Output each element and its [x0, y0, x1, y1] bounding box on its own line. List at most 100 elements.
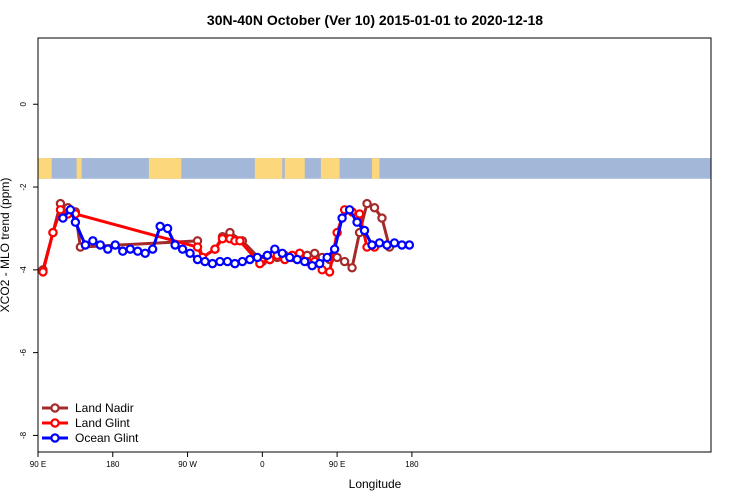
data-point — [210, 244, 220, 254]
data-point — [55, 205, 66, 215]
data-point — [222, 256, 233, 267]
data-point — [359, 225, 370, 236]
y-tick-label: -2 — [19, 183, 28, 191]
x-tick-label: 90 W — [178, 460, 197, 469]
data-point — [285, 252, 295, 263]
data-point — [133, 246, 143, 256]
data-point — [324, 267, 335, 277]
data-point — [207, 258, 218, 269]
data-point — [332, 252, 342, 263]
x-tick-label: 90 E — [329, 460, 345, 469]
map-land — [284, 158, 305, 179]
data-point — [80, 240, 91, 250]
y-tick-label: -4 — [19, 266, 28, 274]
data-point — [307, 261, 317, 271]
data-point — [170, 240, 180, 250]
data-point — [292, 254, 302, 265]
legend-label: Land Glint — [75, 416, 130, 430]
x-tick-label: 0 — [260, 460, 265, 469]
data-point — [185, 248, 195, 258]
data-point — [192, 242, 203, 252]
x-axis: 90 E 180 90 W 0 90 E 180 — [30, 452, 419, 469]
x-tick-label: 180 — [405, 460, 419, 469]
data-point — [237, 256, 248, 267]
data-point — [125, 244, 135, 254]
map-land — [372, 158, 380, 179]
x-tick-label: 180 — [106, 460, 120, 469]
data-point — [339, 256, 350, 267]
data-point — [397, 240, 407, 250]
x-tick-label: 90 E — [30, 460, 46, 469]
legend-item: Land Glint — [42, 416, 130, 430]
data-point — [347, 263, 357, 273]
data-point — [70, 217, 81, 227]
data-point — [404, 240, 415, 250]
data-point — [58, 213, 68, 223]
legend-item: Ocean Glint — [42, 431, 139, 445]
legend-label: Land Nadir — [75, 401, 134, 415]
data-point — [38, 267, 48, 277]
data-point — [377, 213, 387, 223]
plot-series — [38, 198, 415, 277]
data-point — [344, 205, 355, 215]
map-land — [76, 158, 82, 179]
legend-item: Land Nadir — [42, 401, 134, 415]
world-map-band — [38, 158, 711, 179]
data-point — [118, 246, 128, 256]
data-point — [270, 244, 280, 254]
data-point — [140, 248, 150, 258]
data-point — [369, 203, 380, 213]
data-point — [314, 258, 325, 269]
data-point — [322, 252, 332, 263]
data-point — [230, 258, 240, 269]
y-axis-label: XCO2 - MLO trend (ppm) — [0, 178, 12, 313]
data-point — [235, 236, 245, 246]
plot-frame — [37, 37, 712, 453]
data-point — [352, 217, 362, 227]
data-point — [162, 223, 173, 234]
data-point — [110, 240, 120, 250]
data-point — [389, 238, 400, 248]
data-point — [382, 240, 392, 250]
map-land — [38, 158, 52, 179]
data-point — [354, 209, 365, 219]
data-point — [309, 248, 320, 258]
data-point — [177, 244, 188, 254]
x-axis-label: Longitude — [349, 477, 402, 491]
series-ocean-glint — [58, 205, 415, 271]
y-tick-label: -6 — [19, 349, 28, 357]
chart-title: 30N-40N October (Ver 10) 2015-01-01 to 2… — [207, 12, 543, 28]
map-land — [320, 158, 340, 179]
data-point — [155, 221, 165, 232]
data-point — [367, 240, 377, 250]
data-point — [277, 248, 287, 258]
legend-marker — [50, 433, 60, 443]
legend-marker — [50, 418, 60, 428]
data-point — [95, 240, 106, 250]
data-point — [215, 256, 225, 267]
data-point — [252, 252, 263, 263]
y-tick-label: -8 — [19, 431, 28, 439]
y-axis: 0 -2 -4 -6 -8 — [19, 101, 38, 439]
legend-label: Ocean Glint — [75, 431, 139, 445]
data-point — [262, 250, 273, 261]
data-point — [300, 256, 310, 267]
y-tick-label: 0 — [19, 101, 28, 106]
data-point — [200, 256, 210, 267]
map-land — [148, 158, 182, 179]
data-point — [48, 227, 58, 238]
map-land — [254, 158, 283, 179]
data-point — [88, 236, 98, 246]
data-point — [147, 244, 158, 254]
data-point — [217, 234, 228, 244]
data-point — [374, 238, 385, 248]
data-point — [65, 205, 76, 215]
data-point — [192, 254, 203, 265]
legend-marker — [50, 403, 60, 413]
data-point — [362, 198, 372, 209]
data-point — [103, 244, 113, 254]
data-point — [245, 254, 255, 265]
data-point — [337, 213, 347, 223]
